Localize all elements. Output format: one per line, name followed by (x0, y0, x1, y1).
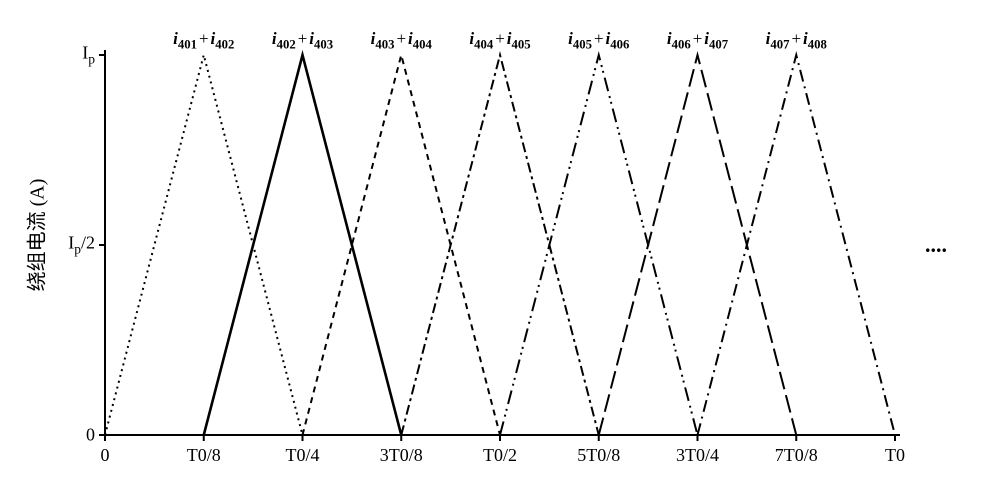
series-path (204, 55, 402, 435)
ellipsis: .... (925, 232, 947, 258)
y-tick-label: Ip (82, 43, 95, 68)
series-label: i407+i408 (766, 29, 827, 52)
series-path (401, 55, 599, 435)
series-path (105, 55, 303, 435)
x-tick-label: T0/8 (187, 445, 221, 466)
series-label: i403+i404 (371, 29, 432, 52)
series-path (698, 55, 896, 435)
series-label: i405+i406 (568, 29, 629, 52)
series-path (303, 55, 501, 435)
x-tick-label: 3T0/4 (676, 445, 719, 466)
x-tick-label: 5T0/8 (577, 445, 620, 466)
chart-container: 0 T0/8 T0/4 3T0/8 T0/2 5T0/8 3T0/4 7T0/8 T0 0 Ip/2… (0, 0, 1000, 500)
series-path (599, 55, 797, 435)
x-tick-label: 3T0/8 (380, 445, 423, 466)
series-label: i401+i402 (173, 29, 234, 52)
x-tick-label: 0 (101, 445, 110, 466)
y-axis-label: 绕组电流 (A) (21, 179, 50, 292)
y-tick-label: Ip/2 (68, 233, 95, 258)
y-tick-label: 0 (86, 425, 95, 446)
x-tick-label: T0/2 (483, 445, 517, 466)
series-label: i404+i405 (469, 29, 530, 52)
series-path (500, 55, 698, 435)
x-tick-label: T0/4 (286, 445, 320, 466)
chart-svg (0, 0, 1000, 500)
series-label: i406+i407 (667, 29, 728, 52)
series-label: i402+i403 (272, 29, 333, 52)
x-tick-label: 7T0/8 (775, 445, 818, 466)
x-tick-label: T0 (885, 445, 905, 466)
